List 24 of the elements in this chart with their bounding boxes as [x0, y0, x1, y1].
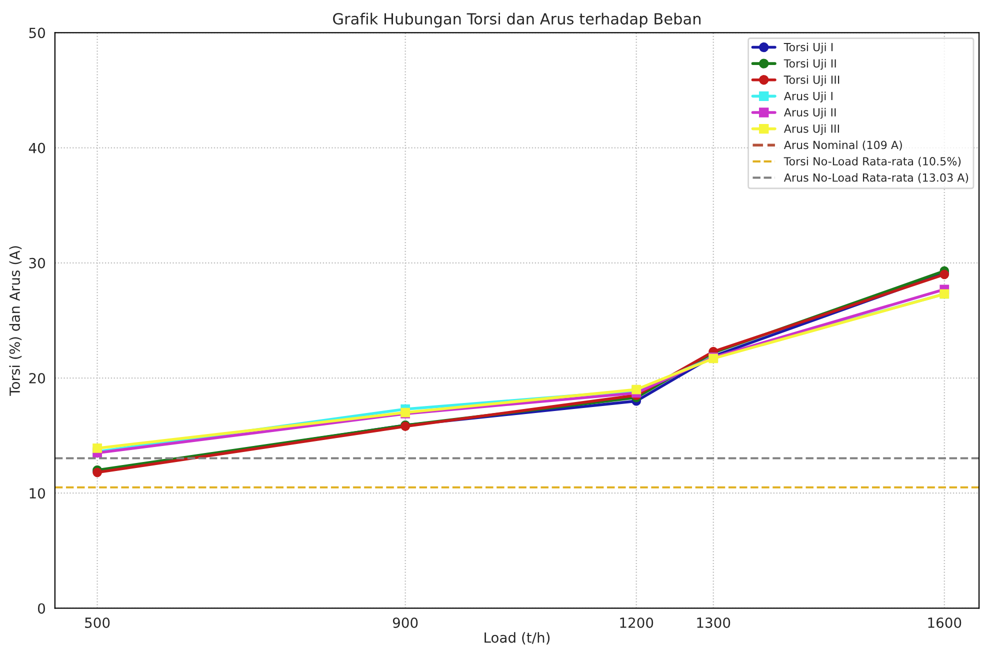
legend-label: Arus Nominal (109 A)	[784, 140, 902, 150]
legend-label: Torsi No-Load Rata-rata (10.5%)	[784, 156, 961, 167]
legend-label: Arus Uji I	[784, 92, 832, 102]
chart-title: Grafik Hubungan Torsi dan Arus terhadap Beban	[333, 12, 700, 28]
x-tick-label: 1600	[928, 617, 962, 628]
y-tick-label: 50	[29, 28, 45, 38]
legend-label: Torsi Uji I	[784, 42, 833, 54]
legend-label: Arus Uji II	[784, 108, 836, 119]
y-tick-label: 20	[29, 372, 45, 384]
legend-label: Arus No-Load Rata-rata (13.03 A)	[784, 173, 968, 184]
x-axis-title: Load (t/h)	[484, 632, 550, 644]
legend-label: Arus Uji III	[784, 124, 839, 135]
y-axis-title: Torsi (%) dan Arus (A)	[9, 246, 22, 396]
y-tick-label: 40	[28, 142, 45, 154]
legend-label: Torsi Uji II	[784, 59, 836, 70]
point	[92, 444, 102, 453]
y-tick-label: 0	[38, 603, 45, 614]
x-tick-label: 900	[392, 617, 418, 628]
x-tick-label: 1200	[620, 617, 654, 628]
x-tick-label: 500	[85, 617, 110, 628]
legend-label: Torsi Uji III	[784, 75, 840, 86]
y-tick-label: 30	[29, 258, 45, 268]
y-tick-label: 10	[30, 488, 45, 499]
x-tick-label: 1300	[697, 617, 730, 628]
